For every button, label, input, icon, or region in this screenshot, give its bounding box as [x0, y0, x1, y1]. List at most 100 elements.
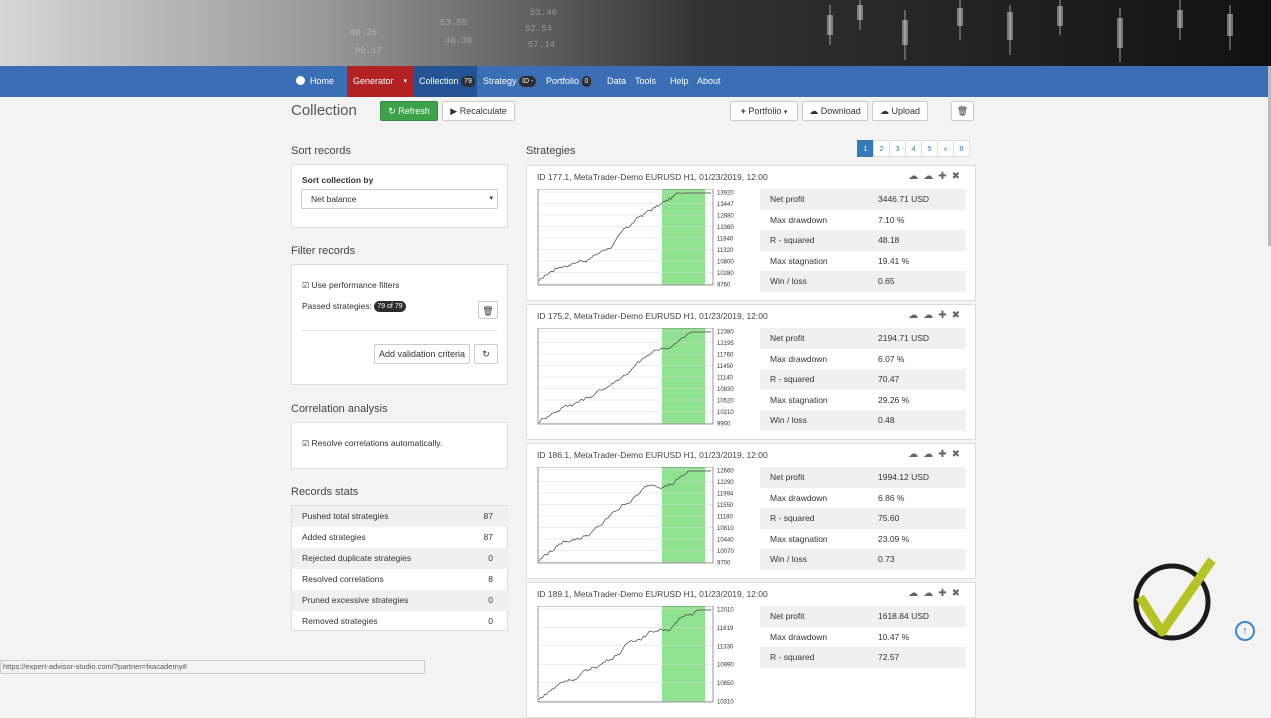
page-scrollbar[interactable]	[1268, 66, 1271, 246]
strategy-title: ID 175.2, MetaTrader-Demo EURUSD H1, 01/…	[537, 311, 768, 321]
correlation-panel: ☑ Resolve correlations automatically.	[291, 422, 508, 469]
nav-home[interactable]: Home	[296, 66, 334, 97]
download-button[interactable]: ☁ Download	[802, 101, 868, 121]
stats-panel: Pushed total strategies 87 Added strategi…	[291, 505, 508, 631]
axis-tick-label: 12010	[717, 608, 734, 614]
nav-help[interactable]: Help	[670, 76, 689, 86]
metric-label: Net profit	[770, 611, 805, 621]
metric-label: Max drawdown	[770, 214, 828, 225]
strategy-card[interactable]: ID 177.1, MetaTrader-Demo EURUSD H1, 01/…	[526, 165, 976, 301]
axis-tick-label: 10800	[717, 260, 734, 266]
stats-label: Removed strategies	[302, 616, 378, 626]
recalculate-button[interactable]: ▶ Recalculate	[442, 101, 515, 121]
plus-icon[interactable]: ✚	[938, 449, 952, 460]
page-link[interactable]: 1	[857, 140, 874, 157]
nav-portfolio[interactable]: Portfolio 0	[546, 66, 592, 97]
clear-filters-button[interactable]: 🗑	[478, 301, 498, 319]
cloud-upload-icon[interactable]: ☁	[908, 449, 924, 460]
axis-tick-label: 11619	[717, 626, 734, 632]
use-filters-row[interactable]: ☑ Use performance filters	[302, 280, 399, 290]
cloud-download-icon: ☁	[809, 106, 819, 116]
close-icon[interactable]: ✖	[951, 310, 965, 321]
page-link[interactable]: 5	[921, 140, 938, 157]
cloud-upload-icon[interactable]: ☁	[908, 171, 924, 182]
use-filters-label: Use performance filters	[311, 280, 400, 290]
passed-strategies: Passed strategies: 79 of 79	[302, 301, 406, 313]
metric-label: Max drawdown	[770, 492, 828, 503]
axis-tick-label: 9700	[717, 561, 731, 567]
close-icon[interactable]: ✖	[951, 171, 965, 182]
sort-label: Sort collection by	[302, 175, 374, 185]
page-next[interactable]: »	[937, 140, 954, 157]
delete-all-button[interactable]: 🗑	[951, 101, 974, 121]
metric-row: Max drawdown 10.47 %	[760, 627, 966, 648]
plus-icon[interactable]: ✚	[938, 588, 952, 599]
upload-button[interactable]: ☁ Upload	[872, 101, 928, 121]
cloud-download-icon[interactable]: ☁	[923, 310, 939, 321]
refresh-button[interactable]: ↻ Refresh	[380, 101, 438, 121]
portfolio-button[interactable]: + Portfolio ▾	[730, 101, 798, 121]
home-icon	[296, 76, 305, 86]
plus-icon[interactable]: ✚	[938, 171, 952, 182]
nav-generator[interactable]: Generator ▾	[347, 66, 413, 97]
metric-value: 3446.71 USD	[878, 194, 930, 204]
page-link[interactable]: 3	[889, 140, 906, 157]
nav-data[interactable]: Data	[607, 76, 627, 86]
metric-row: R - squared 70.47	[760, 369, 966, 390]
cloud-download-icon[interactable]: ☁	[923, 588, 939, 599]
out-of-sample-region	[662, 606, 705, 702]
correlation-title: Correlation analysis	[291, 403, 388, 415]
close-icon[interactable]: ✖	[951, 588, 965, 599]
page-link[interactable]: 4	[905, 140, 922, 157]
strategy-card[interactable]: ID 175.2, MetaTrader-Demo EURUSD H1, 01/…	[526, 304, 976, 440]
strategy-card[interactable]: ID 189.1, MetaTrader-Demo EURUSD H1, 01/…	[526, 582, 976, 718]
trash-icon: 🗑	[482, 306, 494, 316]
page-title: Collection	[291, 102, 357, 119]
scroll-to-top-button[interactable]: ↑	[1235, 621, 1255, 641]
cloud-upload-icon[interactable]: ☁	[908, 588, 924, 599]
metric-value: 7.10 %	[878, 214, 905, 225]
strategy-card[interactable]: ID 186.1, MetaTrader-Demo EURUSD H1, 01/…	[526, 443, 976, 579]
pagination: 1 2 3 4 5 » 8	[857, 140, 970, 157]
card-actions: ☁☁✚✖	[908, 310, 965, 321]
nav-collection[interactable]: Collection 79	[413, 66, 477, 97]
stats-value: 0	[488, 553, 493, 563]
checkbox-checked-icon[interactable]: ☑	[302, 439, 310, 448]
add-validation-button[interactable]: Add validation criteria	[374, 344, 470, 364]
axis-tick-label: 12380	[717, 330, 734, 336]
strategies-title: Strategies	[526, 145, 576, 157]
sort-select[interactable]: Net balance ▾	[301, 189, 498, 209]
nav-strategy[interactable]: Strategy ID -	[483, 66, 537, 97]
nav-tools[interactable]: Tools	[635, 76, 657, 86]
axis-tick-label: 12360	[717, 225, 734, 231]
cloud-download-icon[interactable]: ☁	[923, 171, 939, 182]
cloud-upload-icon[interactable]: ☁	[908, 310, 924, 321]
metric-row: Max drawdown 6.86 %	[760, 488, 966, 509]
nav-strategy-label: Strategy	[483, 76, 517, 86]
axis-tick-label: 10210	[717, 410, 734, 416]
reset-filters-button[interactable]: ↻	[474, 344, 498, 364]
upload-label: Upload	[891, 106, 921, 116]
close-icon[interactable]: ✖	[951, 449, 965, 460]
card-actions: ☁☁✚✖	[908, 449, 965, 460]
resolve-row[interactable]: ☑ Resolve correlations automatically.	[302, 438, 442, 448]
card-actions: ☁☁✚✖	[908, 171, 965, 182]
axis-tick-label: 11450	[717, 364, 734, 370]
page-last[interactable]: 8	[953, 140, 970, 157]
page-link[interactable]: 2	[873, 140, 890, 157]
stats-label: Pruned excessive strategies	[302, 595, 409, 605]
strategy-title: ID 177.1, MetaTrader-Demo EURUSD H1, 01/…	[537, 172, 768, 182]
metric-label: Win / loss	[770, 415, 807, 426]
axis-tick-label: 10830	[717, 387, 734, 393]
cloud-download-icon[interactable]: ☁	[923, 449, 939, 460]
nav-about[interactable]: About	[697, 76, 721, 86]
balance-chart: 12380 12195 11760 11450 11140 10830 10520 10210…	[537, 328, 734, 428]
metric-value: 0.48	[878, 415, 895, 426]
metric-label: Max stagnation	[770, 255, 828, 266]
plus-icon[interactable]: ✚	[938, 310, 952, 321]
stats-label: Rejected duplicate strategies	[302, 553, 412, 563]
balance-chart: 12660 12290 11994 11550 11180 10810 10440 10070…	[537, 467, 734, 567]
checkbox-checked-icon[interactable]: ☑	[302, 281, 310, 290]
metric-row: Max stagnation 19.41 %	[760, 251, 966, 272]
balance-line	[538, 192, 711, 282]
